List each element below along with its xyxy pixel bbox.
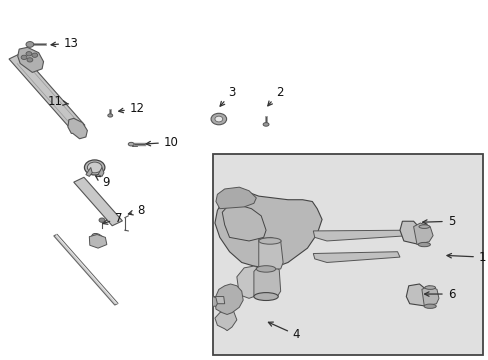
Polygon shape xyxy=(258,237,283,269)
Ellipse shape xyxy=(418,225,429,228)
Polygon shape xyxy=(54,234,118,305)
Circle shape xyxy=(26,51,32,56)
Text: 4: 4 xyxy=(268,322,300,341)
Ellipse shape xyxy=(256,266,275,272)
Polygon shape xyxy=(74,177,122,226)
Polygon shape xyxy=(413,223,432,244)
Ellipse shape xyxy=(107,114,112,117)
Polygon shape xyxy=(9,53,85,131)
Polygon shape xyxy=(18,47,43,72)
Circle shape xyxy=(32,53,38,57)
Polygon shape xyxy=(215,309,236,330)
Polygon shape xyxy=(86,167,92,176)
Polygon shape xyxy=(216,187,256,209)
Polygon shape xyxy=(132,143,137,145)
Polygon shape xyxy=(89,234,106,248)
Polygon shape xyxy=(253,264,280,297)
Circle shape xyxy=(27,58,33,62)
Ellipse shape xyxy=(84,160,105,175)
Text: 10: 10 xyxy=(146,136,178,149)
Polygon shape xyxy=(222,205,265,241)
Ellipse shape xyxy=(91,234,104,245)
Polygon shape xyxy=(68,118,87,139)
Circle shape xyxy=(26,41,34,47)
Polygon shape xyxy=(236,266,265,298)
Polygon shape xyxy=(399,221,424,244)
Polygon shape xyxy=(212,297,224,304)
Circle shape xyxy=(21,55,27,59)
Polygon shape xyxy=(215,193,322,268)
Text: 8: 8 xyxy=(128,204,144,217)
Text: 1: 1 xyxy=(446,251,486,264)
Text: 3: 3 xyxy=(220,86,236,106)
Text: 13: 13 xyxy=(51,36,79,50)
Ellipse shape xyxy=(258,238,281,244)
Text: 11: 11 xyxy=(48,95,68,108)
Polygon shape xyxy=(212,297,217,306)
Text: 6: 6 xyxy=(424,288,454,301)
Text: 9: 9 xyxy=(96,176,109,189)
Ellipse shape xyxy=(417,242,429,247)
Ellipse shape xyxy=(424,286,435,289)
Bar xyxy=(212,154,482,355)
Ellipse shape xyxy=(263,123,268,126)
Polygon shape xyxy=(406,284,429,306)
Text: 12: 12 xyxy=(119,102,144,115)
Polygon shape xyxy=(421,286,438,306)
Polygon shape xyxy=(313,230,409,241)
Text: 7: 7 xyxy=(103,212,122,225)
Polygon shape xyxy=(313,252,399,262)
Polygon shape xyxy=(98,167,104,176)
Polygon shape xyxy=(215,284,243,315)
Text: 5: 5 xyxy=(422,215,454,228)
Circle shape xyxy=(215,116,222,122)
Circle shape xyxy=(99,218,105,222)
Ellipse shape xyxy=(253,293,278,301)
Ellipse shape xyxy=(423,304,435,309)
Text: 2: 2 xyxy=(267,86,283,106)
Ellipse shape xyxy=(87,162,102,173)
Circle shape xyxy=(211,113,226,125)
Ellipse shape xyxy=(128,142,134,146)
